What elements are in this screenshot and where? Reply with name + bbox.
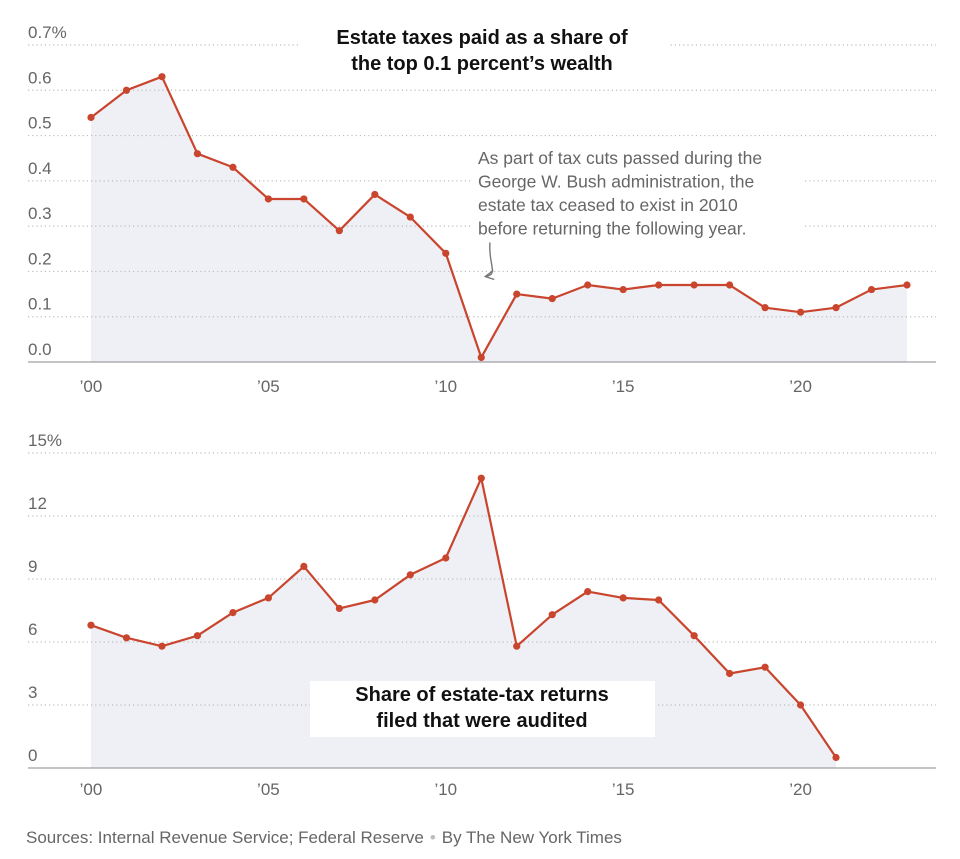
x-tick-label: ’15	[612, 780, 635, 799]
data-point	[264, 195, 272, 203]
panel-audit-rate: 15% 12 9 6 3 0 ’00 ’05 ’10 ’15 ’20 Share of estate-…	[28, 431, 936, 799]
chart-title: filed that were audited	[376, 710, 587, 732]
y-tick-label: 0.3	[28, 204, 52, 223]
series-line	[90, 75, 908, 359]
data-point	[832, 753, 840, 762]
area-fill	[91, 76, 907, 362]
y-tick-label: 9	[28, 557, 37, 576]
credit-text: By The New York Times	[441, 828, 622, 847]
data-point	[335, 604, 343, 613]
chart-title: Estate taxes paid as a share of	[336, 27, 628, 49]
data-point	[548, 295, 556, 303]
data-point	[158, 642, 166, 650]
annotation-text: George W. Bush administration, the	[478, 172, 754, 192]
data-point	[193, 632, 202, 640]
data-point	[158, 73, 166, 81]
x-tick-label: ’05	[257, 780, 280, 799]
annotation-arrow-head	[483, 269, 495, 281]
annotation-backdrop	[472, 146, 804, 242]
chart-title: Share of estate-tax returns	[355, 684, 608, 706]
y-tick-label: 6	[28, 620, 37, 639]
data-point	[655, 596, 663, 604]
data-point	[690, 281, 698, 289]
data-point	[619, 594, 627, 602]
x-tick-label: ’00	[80, 377, 103, 396]
x-tick-label: ’10	[434, 780, 457, 799]
data-point	[122, 634, 131, 642]
title-backdrop	[300, 24, 668, 80]
data-point	[477, 474, 485, 482]
y-tick-label: 0.2	[28, 249, 52, 268]
data-point	[761, 304, 769, 312]
data-point	[442, 249, 450, 257]
series-line	[90, 477, 837, 759]
y-tick-label: 0.7%	[28, 23, 67, 42]
data-point	[406, 213, 414, 221]
source-separator: •	[429, 828, 436, 847]
data-point	[867, 285, 876, 294]
data-point	[406, 571, 414, 579]
data-point	[584, 588, 592, 596]
x-tick-label: ’20	[789, 377, 812, 396]
source-line: Sources: Internal Revenue Service; Feder…	[26, 828, 622, 848]
data-point	[584, 281, 592, 289]
y-tick-label: 15%	[28, 431, 62, 450]
data-point	[300, 562, 308, 571]
annotation-arrow	[485, 242, 494, 278]
data-point	[300, 195, 308, 203]
data-point	[477, 353, 485, 362]
annotation-text: estate tax ceased to exist in 2010	[478, 195, 738, 215]
y-tick-label: 0.4	[28, 159, 52, 178]
y-tick-label: 0.1	[28, 295, 52, 314]
data-point	[87, 113, 95, 122]
data-point	[655, 281, 663, 289]
data-point	[442, 554, 450, 562]
charts-svg: 0.7% 0.6 0.5 0.4 0.3 0.2 0.1 0.0 ’00 ’05 ’10 ’15 ’20…	[28, 23, 936, 799]
annotation-text: before returning the following year.	[478, 219, 747, 239]
data-point	[726, 281, 734, 289]
data-point	[371, 596, 379, 604]
data-point	[832, 304, 840, 312]
data-point	[335, 227, 343, 235]
data-point	[903, 281, 911, 289]
y-tick-label: 0.6	[28, 68, 52, 87]
data-point	[371, 190, 379, 199]
data-point	[619, 285, 627, 294]
x-tick-label: ’15	[612, 377, 635, 396]
panel-estate-taxes: 0.7% 0.6 0.5 0.4 0.3 0.2 0.1 0.0 ’00 ’05 ’10 ’15 ’20…	[28, 23, 936, 396]
x-tick-label: ’10	[434, 377, 457, 396]
x-tick-label: ’05	[257, 377, 280, 396]
data-point	[229, 609, 237, 617]
y-tick-label: 0	[28, 746, 37, 765]
data-point	[796, 308, 805, 316]
data-point	[513, 290, 521, 298]
data-point	[761, 663, 769, 671]
x-tick-label: ’20	[789, 780, 812, 799]
data-point	[193, 150, 202, 158]
source-text: Sources: Internal Revenue Service; Feder…	[26, 828, 424, 847]
chart-title: the top 0.1 percent’s wealth	[351, 53, 613, 75]
data-point	[122, 86, 131, 94]
data-point	[726, 669, 734, 678]
data-point	[690, 632, 698, 640]
data-point	[513, 642, 521, 650]
x-tick-label: ’00	[80, 780, 103, 799]
y-tick-label: 0.5	[28, 114, 52, 133]
data-point	[229, 163, 237, 171]
title-backdrop	[310, 681, 655, 737]
annotation-text: As part of tax cuts passed during the	[478, 148, 762, 168]
data-point	[87, 621, 95, 629]
y-tick-label: 3	[28, 683, 37, 702]
data-point	[548, 611, 556, 619]
y-tick-label: 12	[28, 494, 47, 513]
y-tick-label: 0.0	[28, 340, 52, 359]
data-point	[796, 701, 805, 709]
data-point	[264, 594, 272, 602]
